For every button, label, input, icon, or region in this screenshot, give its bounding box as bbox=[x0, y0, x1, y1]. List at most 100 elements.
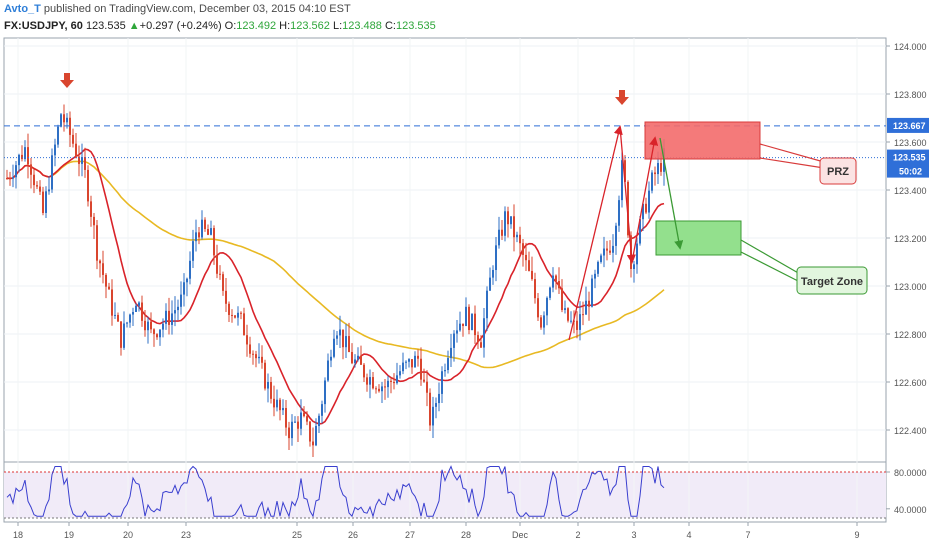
candle-body bbox=[480, 342, 482, 348]
price-axis[interactable]: 124.000 123.800 123.600 123.400 123.200 123.0… bbox=[886, 42, 927, 436]
candle-body bbox=[351, 351, 353, 364]
candle-body bbox=[72, 134, 74, 144]
candle-body bbox=[189, 260, 191, 279]
author-name[interactable]: Avto_T bbox=[4, 3, 41, 15]
candle-body bbox=[405, 361, 407, 363]
candle-body bbox=[204, 219, 206, 230]
candle-body bbox=[642, 203, 644, 220]
candle-body bbox=[570, 320, 572, 322]
candle-body bbox=[246, 335, 248, 345]
candle-body bbox=[288, 427, 290, 439]
candle-body bbox=[87, 169, 89, 202]
candle-body bbox=[270, 381, 272, 399]
candle-body bbox=[198, 232, 200, 238]
candle-body bbox=[225, 290, 227, 304]
candle-body bbox=[336, 335, 338, 339]
current-price-tag bbox=[887, 149, 929, 178]
candle-body bbox=[660, 163, 662, 172]
candle-body bbox=[435, 403, 437, 407]
candle-body bbox=[135, 305, 137, 312]
candle-body bbox=[156, 334, 158, 338]
candle-body bbox=[537, 298, 539, 318]
candle-body bbox=[165, 310, 167, 324]
candle-body bbox=[414, 355, 416, 368]
projected-move-line bbox=[659, 137, 684, 250]
close-value: 123.535 bbox=[395, 20, 436, 32]
candle-body bbox=[459, 323, 461, 331]
candle-body bbox=[603, 248, 605, 256]
candle-body bbox=[138, 302, 140, 306]
candle-body bbox=[633, 264, 635, 270]
price-tick-label: 123.200 bbox=[894, 234, 927, 244]
time-tick-label: 4 bbox=[686, 530, 691, 540]
slow-moving-average-line bbox=[6, 160, 665, 369]
candle-body bbox=[174, 310, 176, 314]
candle-body bbox=[402, 362, 404, 372]
candle-body bbox=[285, 408, 287, 428]
candle-body bbox=[387, 380, 389, 388]
candle-body bbox=[534, 279, 536, 299]
candle-body bbox=[294, 421, 296, 423]
candle-body bbox=[123, 323, 125, 348]
candle-body bbox=[162, 323, 164, 330]
candle-body bbox=[624, 160, 626, 182]
candle-body bbox=[240, 312, 242, 314]
candle-body bbox=[102, 263, 104, 275]
candle-body bbox=[465, 306, 467, 327]
candle-body bbox=[324, 380, 326, 405]
candle-body bbox=[216, 255, 218, 274]
candle-body bbox=[357, 355, 359, 360]
candle-body bbox=[378, 388, 380, 392]
candle-body bbox=[621, 160, 623, 201]
candles bbox=[6, 104, 665, 458]
time-tick-label: 2 bbox=[575, 530, 580, 540]
candle-body bbox=[492, 269, 494, 278]
target-label-box bbox=[796, 266, 868, 295]
candle-body bbox=[42, 191, 44, 213]
candle-body bbox=[426, 381, 428, 393]
candle-body bbox=[450, 347, 452, 359]
candle-body bbox=[519, 234, 521, 244]
candle-body bbox=[558, 280, 560, 289]
candle-body bbox=[153, 329, 155, 335]
candle-body bbox=[486, 290, 488, 319]
rsi-tick-label: 80.0000 bbox=[894, 468, 927, 478]
candle-body bbox=[309, 421, 311, 442]
pattern-leg-line bbox=[568, 125, 623, 341]
candle-body bbox=[495, 245, 497, 270]
candle-body bbox=[489, 277, 491, 291]
candle-body bbox=[390, 380, 392, 382]
target-callout-line bbox=[740, 251, 801, 283]
candle-body bbox=[180, 294, 182, 307]
price-tick-label: 122.600 bbox=[894, 378, 927, 388]
candle-body bbox=[504, 211, 506, 236]
candle-body bbox=[330, 356, 332, 361]
candle-body bbox=[375, 388, 377, 390]
candle-body bbox=[447, 358, 449, 371]
candle-body bbox=[444, 370, 446, 372]
candle-body bbox=[273, 398, 275, 408]
chart-header: Avto_T published on TradingView.com, Dec… bbox=[0, 0, 932, 36]
price-chart[interactable]: 123.667 123.535 50:02 80.0000 40.0000 PRZ Ta… bbox=[0, 36, 932, 550]
candle-body bbox=[363, 364, 365, 378]
candle-body bbox=[57, 126, 59, 145]
candle-body bbox=[342, 329, 344, 348]
low-label: L: bbox=[332, 20, 343, 32]
price-tick-label: 122.400 bbox=[894, 426, 927, 436]
change-arrow-icon: ▲ bbox=[128, 20, 140, 32]
candle-body bbox=[234, 315, 236, 318]
candle-body bbox=[477, 335, 479, 343]
candle-body bbox=[264, 362, 266, 389]
time-tick-label: 19 bbox=[64, 530, 74, 540]
candle-body bbox=[39, 186, 41, 192]
high-label: H: bbox=[279, 20, 291, 32]
price-tick-label: 123.600 bbox=[894, 138, 927, 148]
time-axis[interactable]: 18 19 20 23 25 26 27 28 Dec 2 3 4 7 9 bbox=[13, 522, 860, 540]
price-pane[interactable] bbox=[3, 37, 887, 463]
candle-body bbox=[393, 381, 395, 384]
candle-body bbox=[303, 412, 305, 417]
candle-body bbox=[420, 358, 422, 380]
candle-body bbox=[576, 320, 578, 330]
price-tick-label: 124.000 bbox=[894, 42, 927, 52]
candle-body bbox=[105, 274, 107, 287]
